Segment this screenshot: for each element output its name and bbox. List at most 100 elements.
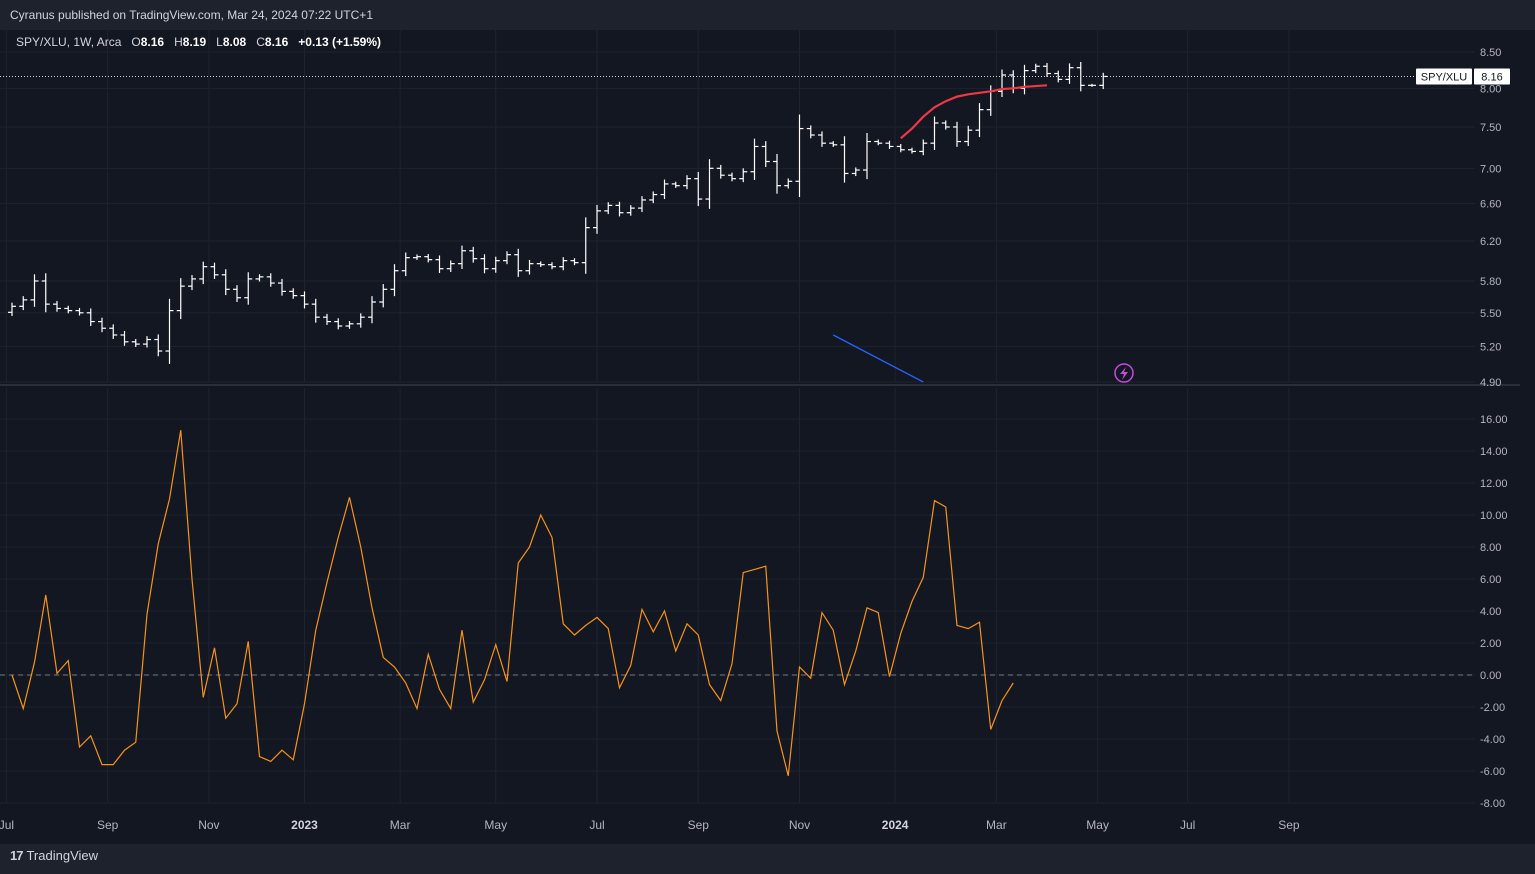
trendline: [832, 334, 924, 383]
legend-change: +0.13 (+1.59%): [298, 35, 381, 49]
legend-close-label: C: [256, 35, 265, 49]
tradingview-logo-icon: 17: [10, 848, 24, 863]
ohlc-bar: [953, 121, 961, 147]
ohlc-bar: [19, 296, 28, 311]
ohlc-bar: [863, 133, 871, 180]
ohlc-bar: [424, 253, 433, 263]
trendline-layer: [832, 334, 924, 383]
ohlc-bar: [694, 171, 703, 207]
ohlc-bar: [143, 336, 151, 348]
ohlc-bar: [930, 116, 939, 150]
ohlc-bar: [266, 273, 275, 287]
ohlc-bar: [480, 254, 489, 274]
ohlc-bar: [255, 274, 264, 282]
ohlc-bar: [908, 147, 916, 154]
ohlc-bar: [75, 307, 84, 316]
ohlc-bar: [30, 274, 39, 307]
main-y-tick-label: 7.50: [1480, 122, 1501, 134]
legend-low-label: L: [216, 35, 223, 49]
ohlc-bar: [615, 201, 624, 217]
ohlc-bar: [1009, 70, 1018, 94]
ohlc-bar: [300, 291, 309, 309]
ohlc-bar: [1099, 72, 1108, 90]
osc-y-tick-label: 16.00: [1480, 414, 1508, 426]
ohlc-bar: [998, 69, 1006, 97]
main-y-tick-label: 8.00: [1480, 83, 1501, 95]
ohlc-bar: [975, 103, 984, 138]
axis-layer: 4.90 5.20 5.50 5.80 6.20 6.60 7.00 7.50 8.00 8.50…: [0, 47, 1508, 832]
chart-svg[interactable]: 4.90 5.20 5.50 5.80 6.20 6.60 7.00 7.50 8.00 8.50…: [0, 30, 1535, 844]
main-y-tick-label: 8.50: [1480, 47, 1501, 59]
ohlc-bar: [739, 168, 748, 183]
x-tick-label: Mar: [390, 818, 411, 832]
lightning-icon: [1114, 363, 1134, 383]
ohlc-bar: [64, 305, 73, 314]
x-tick-label: Jul: [589, 818, 604, 832]
ohlc-bar: [761, 141, 770, 168]
ohlc-bar: [401, 252, 410, 277]
osc-y-tick-label: 6.00: [1480, 574, 1501, 586]
ohlc-bar: [536, 261, 545, 267]
ohlc-bar: [660, 179, 669, 200]
osc-y-tick-label: 8.00: [1480, 542, 1501, 554]
ohlc-bar: [626, 205, 635, 216]
x-tick-label: Nov: [789, 818, 810, 832]
ohlc-bar: [165, 298, 174, 364]
ohlc-bar: [728, 172, 736, 182]
moving-average-layer: [900, 84, 1048, 140]
legend-open-label: O: [131, 35, 141, 49]
ohlc-bar: [8, 302, 16, 317]
ohlc-bar: [638, 196, 646, 213]
ohlc-bar: [773, 153, 781, 194]
symbol-legend: SPY/XLU, 1W, Arca O8.16 H8.19 L8.08 C8.1…: [16, 35, 381, 49]
ohlc-bar: [98, 317, 106, 333]
moving-average-line: [900, 84, 1048, 140]
price-label-value-box: [1474, 68, 1510, 85]
ohlc-bar: [176, 278, 185, 320]
main-y-tick-label: 6.60: [1480, 199, 1501, 211]
ohlc-bar: [41, 273, 50, 313]
ohlc-bar: [345, 321, 354, 329]
ohlc-bar: [244, 272, 253, 305]
ohlc-bar: [716, 164, 725, 179]
legend-low: 8.08: [222, 35, 247, 49]
x-tick-label: May: [484, 818, 507, 832]
ohlc-bar: [649, 191, 658, 204]
ohlc-bar: [1020, 64, 1029, 95]
ohlc-bar: [514, 248, 523, 277]
x-tick-label: Sep: [97, 818, 119, 832]
osc-y-tick-label: -4.00: [1480, 734, 1505, 746]
ohlc-bar: [581, 217, 590, 274]
ohlc-bar: [356, 313, 365, 328]
main-y-tick-label: 5.20: [1480, 341, 1501, 353]
legend-symbol: SPY/XLU, 1W, Arca: [16, 35, 122, 49]
ohlc-bar: [278, 278, 286, 296]
ohlc-bar: [210, 262, 219, 279]
footer-brand: TradingView: [26, 848, 99, 863]
x-tick-label: Mar: [986, 818, 1007, 832]
grid-layer: [0, 30, 1520, 804]
legend-open: 8.16: [140, 35, 165, 49]
ohlc-bar: [131, 338, 140, 347]
ohlc-bar: [671, 181, 680, 188]
ohlc-bar: [469, 246, 478, 263]
ohlc-bars: [8, 61, 1108, 364]
osc-y-tick-label: 12.00: [1480, 478, 1508, 490]
x-tick-label: Jul: [1180, 818, 1195, 832]
chart-area[interactable]: 4.90 5.20 5.50 5.80 6.20 6.60 7.00 7.50 8.00 8.50…: [0, 30, 1535, 844]
ohlc-bar: [559, 257, 568, 271]
ohlc-bar: [750, 138, 759, 180]
main-y-tick-label: 6.20: [1480, 236, 1501, 248]
oscillator-line: [11, 430, 1014, 776]
main-y-tick-label: 7.00: [1480, 163, 1501, 175]
ohlc-bar: [851, 167, 860, 177]
ohlc-bar: [435, 255, 444, 274]
x-tick-label: 2024: [882, 818, 909, 832]
ohlc-bar: [1088, 83, 1096, 87]
osc-y-tick-label: 14.00: [1480, 446, 1508, 458]
ohlc-bar: [109, 324, 118, 339]
osc-y-tick-label: -6.00: [1480, 766, 1505, 778]
ohlc-bar: [446, 260, 455, 273]
ohlc-bar: [233, 285, 241, 303]
legend-high: 8.19: [182, 35, 207, 49]
